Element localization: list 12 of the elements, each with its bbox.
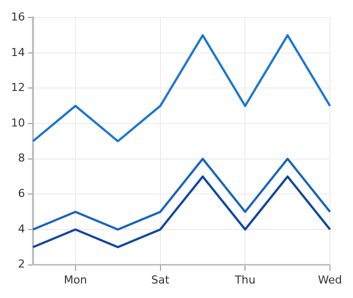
x-tick-label: Wed — [318, 273, 342, 286]
x-tick-label: Sat — [151, 273, 170, 286]
y-tick-label: 2 — [18, 258, 25, 271]
y-tick-label: 10 — [10, 116, 25, 130]
y-tick-label: 6 — [18, 187, 25, 200]
y-tick-label: 4 — [18, 222, 25, 236]
y-tick-label: 8 — [18, 152, 25, 165]
y-tick-label: 16 — [10, 10, 25, 24]
x-tick-label: Mon — [64, 273, 88, 286]
y-tick-label: 12 — [10, 81, 25, 94]
y-tick-label: 14 — [10, 46, 25, 59]
x-tick-label: Thu — [234, 273, 256, 286]
